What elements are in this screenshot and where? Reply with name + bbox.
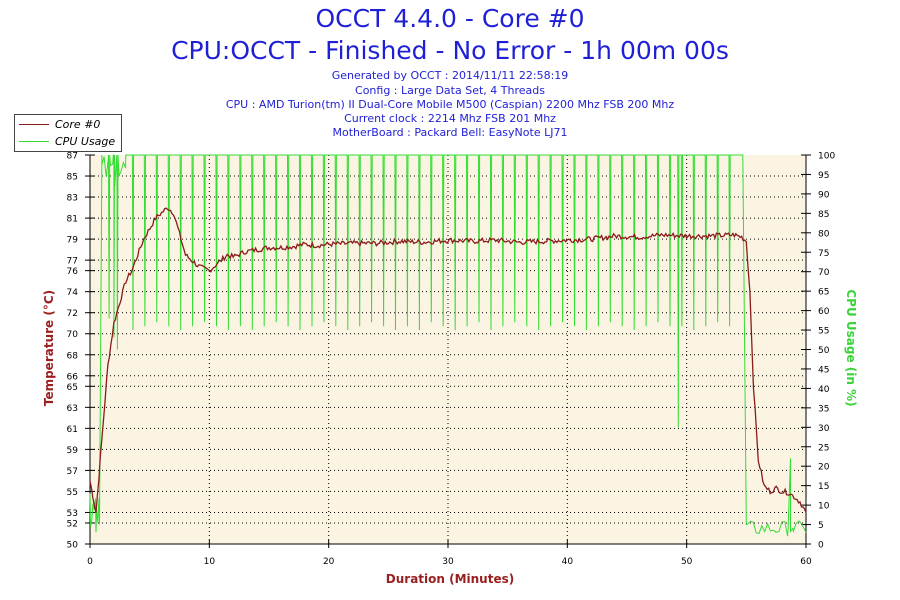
y-tick-label: 52 [67, 519, 78, 529]
y2-axis-title: CPU Usage (in %) [844, 289, 858, 407]
y2-tick-label: 15 [818, 482, 829, 492]
x-axis-title: Duration (Minutes) [385, 572, 515, 586]
series-line-cpu-usage [89, 154, 807, 537]
legend-item-core-0: Core #0 [19, 116, 100, 132]
legend-swatch-core-0 [19, 123, 49, 125]
x-tick-label: 30 [442, 557, 454, 567]
y2-tick-label: 60 [818, 307, 830, 317]
y-tick-label: 61 [67, 425, 78, 435]
y2-tick-label: 5 [818, 521, 824, 531]
y-tick-label: 74 [67, 288, 79, 298]
y2-tick-label: 10 [818, 502, 830, 512]
chart-subtitle: CPU:OCCT - Finished - No Error - 1h 00m … [171, 36, 729, 65]
y2-tick-label: 70 [818, 268, 830, 278]
y-tick-label: 87 [67, 152, 78, 162]
y2-tick-label: 65 [818, 288, 829, 298]
y-tick-label: 79 [67, 236, 79, 246]
y2-tick-label: 80 [818, 229, 830, 239]
legend-label-cpu-usage: CPU Usage [55, 134, 116, 148]
x-tick-label: 20 [323, 557, 335, 567]
plot-area [90, 155, 806, 544]
info-motherboard: MotherBoard : Packard Bell: EasyNote LJ7… [332, 126, 568, 139]
y-tick-label: 70 [67, 330, 79, 340]
info-config: Config : Large Data Set, 4 Threads [355, 84, 545, 97]
y-tick-label: 59 [67, 446, 79, 456]
x-tick-label: 60 [800, 557, 812, 567]
x-tick-label: 50 [681, 557, 693, 567]
y2-tick-label: 20 [818, 463, 830, 473]
y2-tick-label: 0 [818, 541, 824, 551]
legend: Core #0 CPU Usage [14, 114, 122, 152]
info-generated: Generated by OCCT : 2014/11/11 22:58:19 [331, 69, 569, 82]
y-tick-label: 55 [67, 488, 78, 498]
y-tick-label: 83 [67, 194, 78, 204]
y-tick-label: 85 [67, 173, 78, 183]
x-tick-label: 40 [562, 557, 574, 567]
ticks: 5052535557596163656668707274767779818385… [67, 152, 836, 568]
grid [90, 155, 806, 544]
y-tick-label: 57 [67, 467, 78, 477]
y-tick-label: 81 [67, 215, 78, 225]
y-tick-label: 77 [67, 257, 78, 267]
y2-tick-label: 100 [818, 152, 835, 162]
y-tick-label: 72 [67, 309, 78, 319]
y2-tick-label: 25 [818, 443, 829, 453]
y2-tick-label: 35 [818, 404, 829, 414]
y-tick-label: 66 [67, 372, 79, 382]
y2-tick-label: 45 [818, 365, 829, 375]
info-clock: Current clock : 2214 Mhz FSB 201 Mhz [344, 112, 556, 125]
legend-swatch-cpu-usage [19, 140, 49, 142]
y2-tick-label: 40 [818, 385, 830, 395]
y2-tick-label: 75 [818, 249, 829, 259]
x-tick-label: 10 [204, 557, 216, 567]
chart-title: OCCT 4.4.0 - Core #0 [315, 4, 585, 33]
y-tick-label: 50 [67, 541, 79, 551]
y-tick-label: 68 [67, 351, 79, 361]
series-line-core-0 [89, 207, 807, 513]
y-axis-title: Temperature (°C) [42, 289, 56, 407]
y2-tick-label: 55 [818, 327, 829, 337]
legend-item-cpu-usage: CPU Usage [19, 133, 115, 149]
info-cpu: CPU : AMD Turion(tm) II Dual-Core Mobile… [225, 98, 675, 111]
legend-label-core-0: Core #0 [55, 117, 101, 131]
x-tick-label: 0 [87, 557, 93, 567]
y2-tick-label: 30 [818, 424, 830, 434]
y2-tick-label: 95 [818, 171, 829, 181]
y-tick-label: 65 [67, 383, 78, 393]
y-tick-label: 53 [67, 509, 78, 519]
y-tick-label: 63 [67, 404, 78, 414]
y-tick-label: 76 [67, 267, 79, 277]
y2-tick-label: 50 [818, 346, 830, 356]
y2-tick-label: 90 [818, 190, 830, 200]
y2-tick-label: 85 [818, 210, 829, 220]
